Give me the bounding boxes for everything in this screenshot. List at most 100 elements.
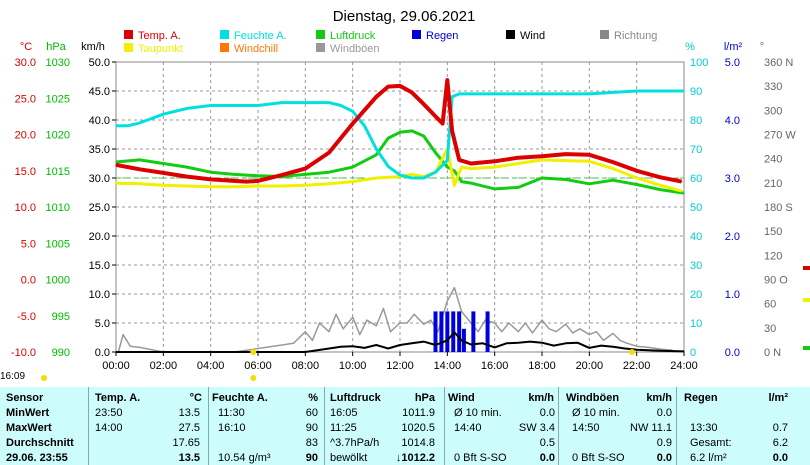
right-series-marker bbox=[803, 346, 810, 350]
y-tick-: 90 bbox=[690, 86, 702, 98]
legend-label-taupunkt: Taupunkt bbox=[138, 43, 183, 55]
point-feuchte-a bbox=[257, 104, 259, 107]
point-wind bbox=[612, 346, 614, 348]
point-wind bbox=[517, 342, 519, 344]
point-luftdruck bbox=[612, 179, 614, 181]
pressure-value: 1011.9 bbox=[402, 407, 435, 419]
gust-value: 0.0 bbox=[656, 452, 672, 464]
y-tick-c: 25.0 bbox=[15, 93, 36, 105]
point-windb-en bbox=[311, 339, 314, 341]
point-wind bbox=[257, 351, 259, 353]
point-windb-en bbox=[548, 328, 550, 330]
point-feuchte-a bbox=[139, 122, 141, 124]
point-windb-en bbox=[477, 331, 479, 333]
point-taupunkt bbox=[470, 167, 472, 170]
column-separator bbox=[208, 387, 209, 465]
point-wind bbox=[470, 343, 472, 346]
point-temp-a bbox=[375, 96, 377, 98]
point-taupunkt bbox=[281, 185, 283, 187]
point-taupunkt bbox=[565, 160, 567, 162]
point-wind bbox=[304, 351, 306, 353]
y-tick-: 30 bbox=[690, 260, 702, 272]
x-tick-label: 18:00 bbox=[528, 360, 556, 372]
point-wind bbox=[624, 347, 626, 350]
point-wind bbox=[553, 345, 555, 347]
point-temp-a bbox=[458, 159, 460, 161]
point-temp-a bbox=[387, 86, 389, 88]
rain-time: Gesamt: bbox=[690, 437, 732, 449]
point-taupunkt bbox=[588, 160, 590, 162]
point-wind bbox=[647, 349, 650, 351]
y-tick-km-h: 30.0 bbox=[89, 173, 110, 185]
point-taupunkt bbox=[210, 186, 212, 188]
temp-value: 27.5 bbox=[178, 422, 200, 434]
x-tick-label: 22:00 bbox=[623, 360, 651, 372]
point-taupunkt bbox=[494, 166, 496, 168]
rain-bar bbox=[471, 311, 476, 352]
point-taupunkt bbox=[411, 173, 413, 175]
point-windb-en bbox=[501, 331, 503, 333]
point-taupunkt bbox=[541, 159, 543, 161]
point-windb-en bbox=[342, 328, 344, 330]
header-rain: Regen bbox=[684, 392, 718, 404]
point-windb-en bbox=[430, 319, 432, 321]
header-pressure: Luftdruck bbox=[330, 392, 381, 404]
header-gust-unit: km/h bbox=[646, 392, 672, 404]
axis-unit-: ° bbox=[760, 41, 764, 53]
point-windb-en bbox=[292, 342, 295, 344]
point-luftdruck bbox=[494, 188, 496, 190]
point-feuchte-a bbox=[127, 125, 129, 127]
point-windb-en bbox=[494, 322, 496, 324]
header-pressure-unit: hPa bbox=[414, 392, 435, 404]
y-tick-hpa: 990 bbox=[52, 347, 70, 359]
y-tick-km-h: 35.0 bbox=[89, 144, 110, 156]
point-luftdruck bbox=[115, 161, 117, 163]
point-taupunkt bbox=[636, 177, 638, 179]
header-temp-unit: °C bbox=[189, 392, 202, 404]
point-taupunkt bbox=[162, 184, 164, 186]
point-temp-a bbox=[210, 178, 212, 181]
gust-value: NW 11.1 bbox=[630, 422, 672, 434]
point-luftdruck bbox=[257, 175, 259, 177]
point-wind bbox=[576, 342, 579, 344]
point-taupunkt bbox=[659, 184, 661, 186]
point-taupunkt bbox=[233, 186, 235, 188]
column-separator bbox=[444, 387, 445, 465]
series-line-luftdruck bbox=[115, 129, 685, 195]
pressure-time: ^3.7hPa/h bbox=[330, 437, 380, 449]
y-tick-: 30 bbox=[764, 323, 776, 335]
point-taupunkt bbox=[139, 183, 141, 185]
y-tick-: 210 bbox=[764, 178, 782, 190]
point-temp-a bbox=[304, 167, 306, 170]
pressure-value: 1020.5 bbox=[401, 422, 435, 434]
point-taupunkt bbox=[517, 162, 519, 165]
point-wind bbox=[636, 349, 638, 351]
y-tick-c: -10.0 bbox=[11, 347, 36, 359]
point-feuchte-a bbox=[304, 102, 306, 104]
row-label: MinWert bbox=[6, 407, 50, 419]
column-separator bbox=[88, 387, 89, 465]
point-windb-en bbox=[389, 331, 392, 333]
point-windb-en bbox=[453, 287, 456, 289]
point-windb-en bbox=[595, 331, 598, 333]
x-tick-label: 12:00 bbox=[386, 360, 414, 372]
y-tick-: 50 bbox=[690, 202, 702, 214]
point-windb-en bbox=[328, 331, 330, 333]
header-sensor: Sensor bbox=[6, 392, 44, 404]
series-layer bbox=[115, 78, 810, 353]
pressure-value: 1014.8 bbox=[401, 437, 435, 449]
point-windb-en bbox=[508, 322, 510, 324]
series-line-temp-a bbox=[115, 78, 682, 184]
y-tick-hpa: 1020 bbox=[46, 130, 70, 142]
pressure-time: 11:25 bbox=[330, 422, 357, 434]
y-tick-c: 30.0 bbox=[15, 57, 36, 69]
point-windb-en bbox=[437, 331, 439, 333]
y-tick-: 60 bbox=[690, 173, 702, 185]
point-windb-en bbox=[375, 325, 377, 327]
humidity-time: 11:30 bbox=[218, 407, 245, 419]
x-tick-label: 24:00 bbox=[670, 360, 698, 372]
axis-unit-hpa: hPa bbox=[46, 41, 66, 53]
header-wind: Wind bbox=[448, 392, 475, 404]
point-wind bbox=[600, 345, 602, 347]
point-taupunkt bbox=[375, 177, 377, 179]
